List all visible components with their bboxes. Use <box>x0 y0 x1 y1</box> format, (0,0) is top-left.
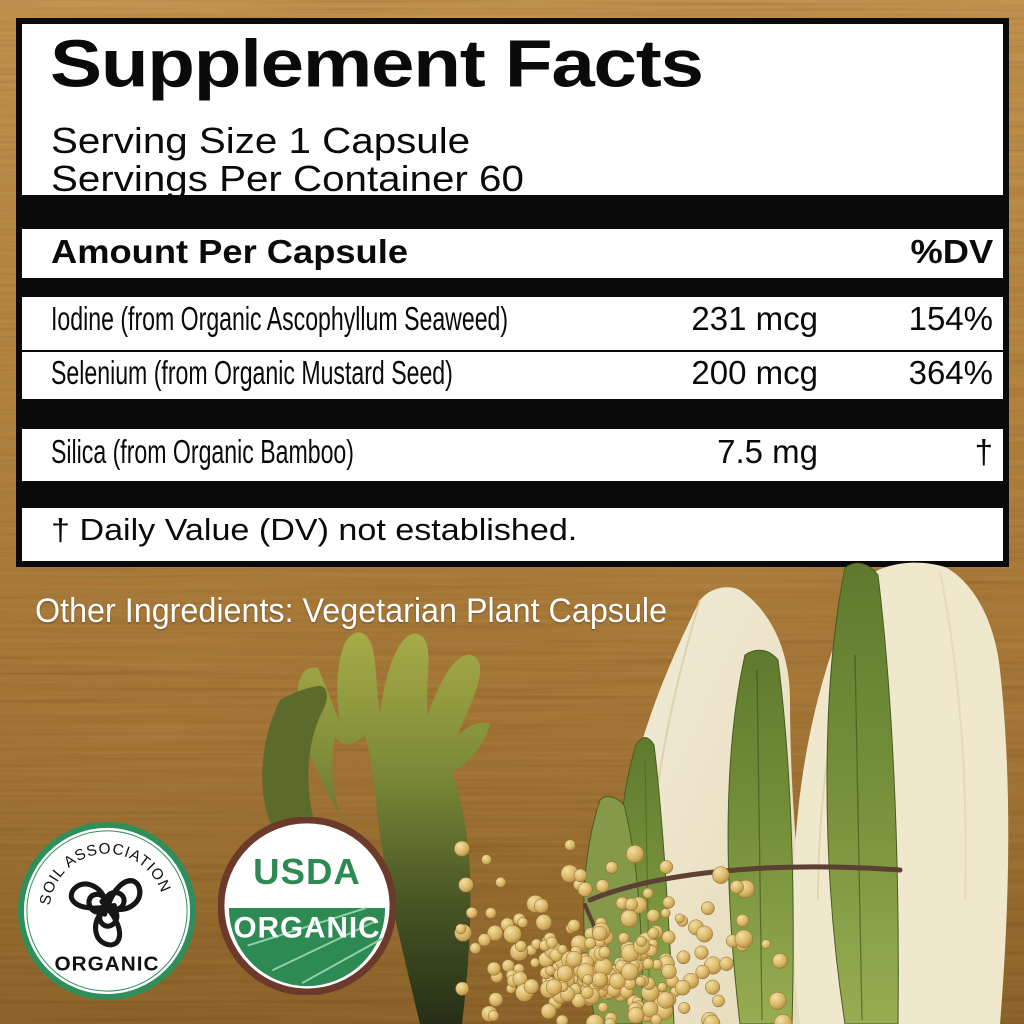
svg-text:USDA: USDA <box>253 851 361 892</box>
svg-text:ORGANIC: ORGANIC <box>234 912 381 945</box>
svg-text:ORGANIC: ORGANIC <box>55 952 160 975</box>
